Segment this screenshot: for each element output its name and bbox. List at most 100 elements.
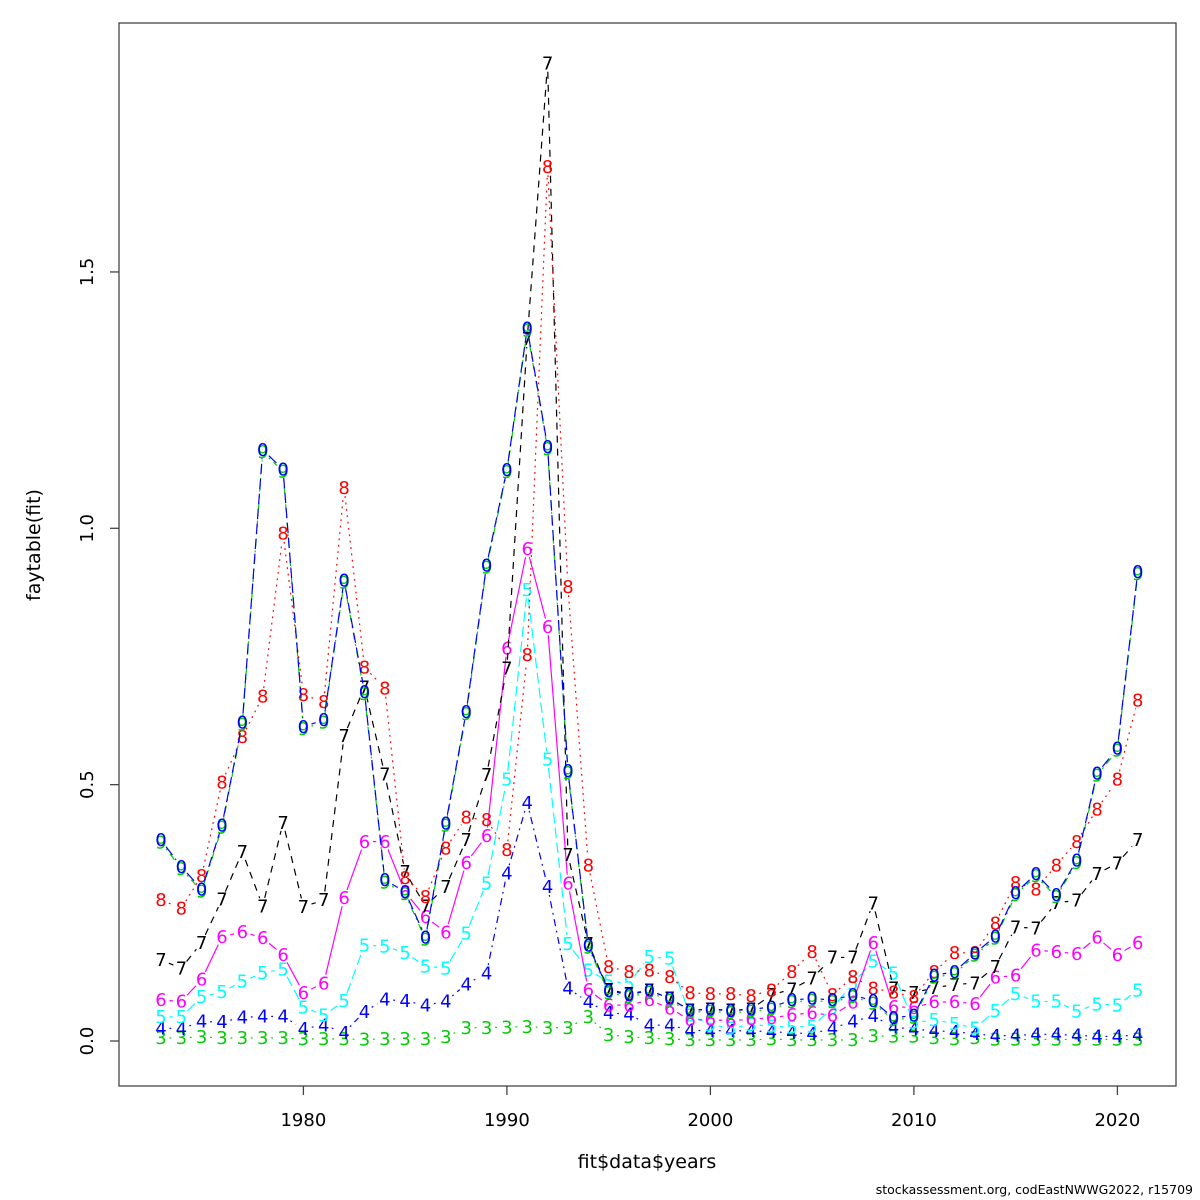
series-line-age10 bbox=[960, 958, 970, 967]
point-age3-2008: 3 bbox=[867, 1026, 878, 1047]
point-age3-2005: 3 bbox=[806, 1030, 817, 1051]
point-age3-2017: 3 bbox=[1051, 1030, 1062, 1051]
series-line-age5 bbox=[1063, 1004, 1070, 1009]
point-age9-2013: 9 bbox=[969, 946, 980, 967]
point-age4-1982: 4 bbox=[338, 1023, 349, 1044]
series-line-age4 bbox=[433, 1002, 438, 1005]
series-line-age4 bbox=[371, 1003, 378, 1008]
series-line-age5 bbox=[739, 1025, 743, 1028]
point-age9-2019: 9 bbox=[1091, 766, 1102, 787]
point-age6-2020: 6 bbox=[1112, 945, 1123, 966]
point-age5-2009: 5 bbox=[888, 964, 899, 985]
point-age7-1986: 7 bbox=[420, 896, 431, 917]
series-line-age4 bbox=[880, 1019, 887, 1024]
point-age3-1978: 3 bbox=[257, 1028, 268, 1049]
series-line-age9 bbox=[779, 1004, 784, 1007]
series-line-age6 bbox=[410, 898, 421, 911]
point-age8-2011: 8 bbox=[929, 962, 940, 983]
point-age7-1995: 7 bbox=[603, 980, 614, 1001]
x-tick-label-2010: 2010 bbox=[891, 1110, 937, 1131]
series-line-age6 bbox=[875, 950, 892, 999]
point-age5-1996: 5 bbox=[623, 973, 634, 994]
point-age7-2004: 7 bbox=[786, 979, 797, 1000]
x-tick-label-1990: 1990 bbox=[484, 1110, 530, 1131]
point-age4-2005: 4 bbox=[806, 1024, 817, 1045]
series-line-age10 bbox=[981, 941, 990, 949]
series-line-age8 bbox=[998, 889, 1013, 916]
point-age10-1994: 0 bbox=[583, 935, 594, 956]
series-line-age6 bbox=[508, 557, 527, 641]
series-line-age5 bbox=[311, 1009, 317, 1013]
point-age9-2002: 9 bbox=[745, 1001, 756, 1022]
point-age5-2004: 5 bbox=[786, 1017, 797, 1038]
point-age9-1987: 9 bbox=[440, 815, 451, 836]
series-line-age10 bbox=[591, 952, 606, 984]
point-age9-1994: 9 bbox=[583, 937, 594, 958]
point-age4-2012: 4 bbox=[949, 1022, 960, 1043]
series-line-age4 bbox=[574, 992, 582, 998]
point-age4-2009: 4 bbox=[888, 1017, 899, 1038]
point-age10-1975: 0 bbox=[196, 879, 207, 900]
series-line-age8 bbox=[245, 703, 260, 730]
series-line-age7 bbox=[506, 347, 528, 660]
point-age9-1984: 9 bbox=[379, 872, 390, 893]
point-age10-2021: 0 bbox=[1132, 562, 1143, 583]
point-age3-1989: 3 bbox=[481, 1018, 492, 1039]
series-line-age7 bbox=[431, 892, 441, 901]
point-age9-1986: 9 bbox=[420, 930, 431, 951]
point-age4-1999: 4 bbox=[684, 1020, 695, 1041]
series-line-age4 bbox=[860, 1017, 866, 1020]
point-age10-1974: 0 bbox=[176, 857, 187, 878]
series-line-age10 bbox=[364, 700, 385, 872]
series-line-age5 bbox=[633, 963, 645, 977]
point-age5-1978: 5 bbox=[257, 963, 268, 984]
point-age3-1974: 3 bbox=[176, 1028, 187, 1049]
point-age3-2018: 3 bbox=[1071, 1030, 1082, 1051]
series-line-age8 bbox=[202, 790, 221, 868]
series-line-age8 bbox=[859, 980, 867, 985]
point-age6-2013: 6 bbox=[969, 994, 980, 1015]
series-line-age5 bbox=[942, 1020, 947, 1023]
series-line-age8 bbox=[881, 989, 886, 992]
point-age6-1991: 6 bbox=[522, 539, 533, 560]
point-age5-2020: 5 bbox=[1112, 995, 1123, 1016]
point-age4-1988: 4 bbox=[460, 974, 471, 995]
point-age4-2016: 4 bbox=[1030, 1025, 1041, 1046]
series-line-age6 bbox=[325, 906, 343, 975]
point-age4-2014: 4 bbox=[990, 1026, 1001, 1047]
point-age3-1993: 3 bbox=[562, 1018, 573, 1039]
series-line-age10 bbox=[242, 458, 263, 714]
series-line-age8 bbox=[344, 496, 365, 659]
series-line-age9 bbox=[528, 338, 547, 441]
point-age10-1996: 0 bbox=[623, 985, 634, 1006]
point-age9-1997: 9 bbox=[644, 982, 655, 1003]
series-line-age10 bbox=[466, 573, 486, 704]
series-line-age10 bbox=[637, 991, 642, 994]
point-age6-1985: 6 bbox=[399, 883, 410, 904]
series-line-age9 bbox=[203, 835, 220, 884]
point-age5-1974: 5 bbox=[176, 1007, 187, 1028]
point-age6-2014: 6 bbox=[990, 968, 1001, 989]
series-line-age10 bbox=[446, 720, 466, 815]
series-line-age9 bbox=[1021, 881, 1031, 890]
point-age3-2000: 3 bbox=[705, 1030, 716, 1051]
point-age3-1983: 3 bbox=[359, 1030, 370, 1051]
point-age10-2003: 0 bbox=[766, 997, 777, 1018]
point-age8-1992: 8 bbox=[542, 157, 553, 178]
point-age10-1973: 0 bbox=[155, 830, 166, 851]
series-line-age7 bbox=[204, 906, 219, 936]
point-age8-2015: 8 bbox=[1010, 873, 1021, 894]
point-age7-1978: 7 bbox=[257, 896, 268, 917]
series-line-age6 bbox=[250, 933, 255, 937]
series-line-age4 bbox=[311, 1025, 316, 1028]
point-age8-2010: 8 bbox=[908, 987, 919, 1008]
series-line-age5 bbox=[1084, 1006, 1090, 1010]
series-line-age5 bbox=[411, 956, 419, 962]
point-age5-1992: 5 bbox=[542, 750, 553, 771]
point-age4-1977: 4 bbox=[237, 1008, 248, 1029]
series-line-age6 bbox=[310, 986, 317, 990]
series-line-age7 bbox=[981, 971, 990, 979]
series-line-age5 bbox=[330, 1005, 338, 1011]
point-age7-2016: 7 bbox=[1030, 918, 1041, 939]
